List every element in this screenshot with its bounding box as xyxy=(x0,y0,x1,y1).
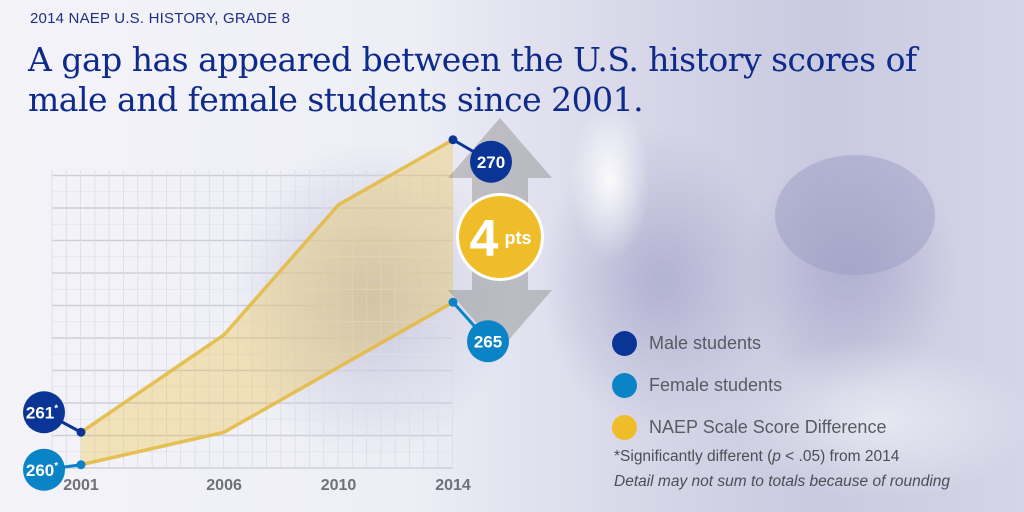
legend-swatch-male xyxy=(612,330,637,356)
x-tick-label: 2010 xyxy=(321,477,357,494)
rounding-note: Detail may not sum to totals because of … xyxy=(614,473,951,490)
legend-item-difference: NAEP Scale Score Difference xyxy=(612,406,886,448)
legend-item-female: Female students xyxy=(612,364,886,406)
legend-label-difference: NAEP Scale Score Difference xyxy=(649,416,887,437)
data-label: 261* xyxy=(26,403,58,422)
note-p: p xyxy=(772,448,781,465)
grid xyxy=(51,170,453,469)
difference-value: 4 xyxy=(470,210,499,268)
legend: Male students Female students NAEP Scale… xyxy=(612,322,886,448)
data-label: 270 xyxy=(477,153,505,172)
data-point xyxy=(76,427,86,437)
data-point xyxy=(448,135,458,145)
legend-swatch-female xyxy=(612,372,637,398)
x-tick-label: 2001 xyxy=(63,477,99,494)
significance-mark: * xyxy=(54,403,58,414)
data-point xyxy=(76,460,86,470)
legend-label-female: Female students xyxy=(649,374,783,395)
significance-note: *Significantly different (p < .05) from … xyxy=(614,448,899,466)
significance-mark: * xyxy=(54,461,58,472)
chart-title: A gap has appeared between the U.S. hist… xyxy=(28,40,917,119)
line-male xyxy=(80,138,454,434)
legend-item-male: Male students xyxy=(612,322,886,364)
kicker: 2014 NAEP U.S. HISTORY, GRADE 8 xyxy=(30,10,291,27)
line-female xyxy=(80,300,454,467)
label-bubble xyxy=(470,140,512,183)
difference-area xyxy=(81,139,453,465)
note-text: *Significantly different ( xyxy=(614,448,773,465)
legend-swatch-difference xyxy=(612,414,637,440)
data-label: 265 xyxy=(474,332,502,351)
difference-badge xyxy=(459,196,541,278)
label-bubble xyxy=(23,391,65,434)
x-tick-label: 2014 xyxy=(435,477,471,494)
data-point xyxy=(448,297,458,307)
label-bubble xyxy=(23,448,65,491)
note-text: < .05) from 2014 xyxy=(780,448,900,465)
label-bubble xyxy=(467,320,509,363)
x-tick-label: 2006 xyxy=(206,477,242,494)
legend-label-male: Male students xyxy=(649,332,762,353)
difference-unit: pts xyxy=(505,228,532,248)
data-label: 260* xyxy=(26,461,58,480)
